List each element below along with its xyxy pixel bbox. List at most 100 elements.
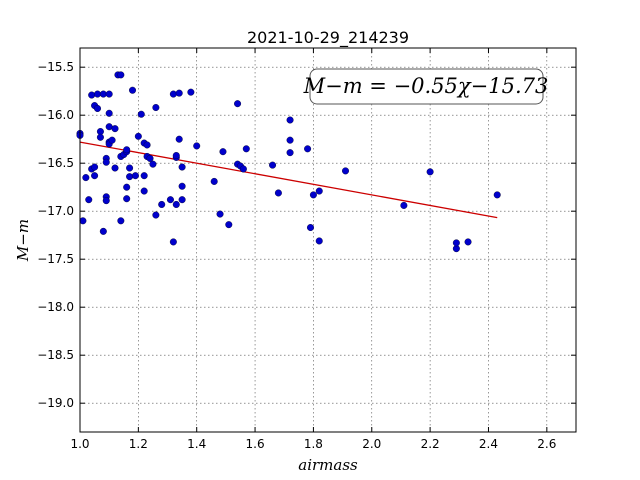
ticks-layer: 1.0 1.2 1.4 1.6 1.8 2.0 2.2 2.4 2.6 −15.5 −16.0 −16…	[37, 48, 576, 451]
data-point	[178, 163, 186, 171]
y-tick-label: −18.5	[37, 348, 74, 362]
data-point	[126, 173, 134, 181]
x-tick-label: 2.4	[479, 437, 498, 451]
x-axis-label: airmass	[298, 456, 358, 474]
data-point	[105, 109, 113, 117]
x-tick-label: 1.6	[246, 437, 265, 451]
data-point	[126, 164, 134, 172]
x-tick-label: 2.2	[421, 437, 440, 451]
data-point	[140, 172, 148, 180]
data-point	[123, 195, 131, 203]
x-tick-label: 1.0	[70, 437, 89, 451]
data-point	[99, 227, 107, 235]
data-point	[129, 86, 137, 94]
data-point	[286, 149, 294, 157]
data-point	[286, 136, 294, 144]
data-point	[146, 154, 154, 162]
data-point	[117, 71, 125, 79]
data-point	[123, 146, 131, 154]
annotation-box: M−m = −0.55χ−15.73	[303, 68, 549, 105]
data-point	[94, 104, 102, 112]
data-point	[306, 224, 314, 232]
x-tick-label: 2.6	[537, 437, 556, 451]
data-point	[96, 133, 104, 141]
chart-title: 2021-10-29_214239	[247, 28, 409, 48]
data-point	[286, 116, 294, 124]
data-point	[175, 135, 183, 143]
data-point	[85, 196, 93, 204]
data-point	[400, 201, 408, 209]
data-point	[105, 123, 113, 131]
data-point	[143, 141, 151, 149]
data-point	[426, 168, 434, 176]
data-point	[172, 152, 180, 160]
data-point	[216, 210, 224, 218]
data-point	[140, 187, 148, 195]
data-point	[175, 89, 183, 97]
y-tick-label: −15.5	[37, 60, 74, 74]
data-point	[269, 161, 277, 169]
data-point	[134, 132, 142, 140]
y-tick-label: −19.0	[37, 396, 74, 410]
data-point	[117, 217, 125, 225]
data-point	[304, 145, 312, 153]
data-point	[105, 90, 113, 98]
data-point	[79, 217, 87, 225]
data-point	[464, 238, 472, 246]
x-tick-label: 1.8	[304, 437, 323, 451]
y-axis-label: M−m	[14, 219, 32, 262]
data-point	[94, 90, 102, 98]
data-point	[452, 239, 460, 247]
data-point	[178, 182, 186, 190]
data-point	[193, 142, 201, 150]
data-point	[187, 88, 195, 96]
data-point	[493, 191, 501, 199]
data-point	[123, 183, 131, 191]
data-point	[131, 172, 139, 180]
data-point	[172, 200, 180, 208]
grid-lines	[79, 48, 576, 432]
data-point	[111, 164, 119, 172]
data-point	[274, 189, 282, 197]
data-point	[149, 160, 157, 168]
data-point	[342, 167, 350, 175]
points-layer	[76, 71, 501, 253]
annotation-text: M−m = −0.55χ−15.73	[303, 74, 549, 98]
y-tick-label: −16.5	[37, 156, 74, 170]
data-point	[137, 110, 145, 118]
data-point	[219, 148, 227, 156]
data-point	[309, 191, 317, 199]
data-point	[234, 100, 242, 108]
data-point	[210, 177, 218, 185]
data-point	[91, 163, 99, 171]
plot-frame	[79, 47, 577, 433]
y-tick-label: −17.0	[37, 204, 74, 218]
data-point	[315, 237, 323, 245]
data-point	[315, 187, 323, 195]
data-point	[91, 172, 99, 180]
data-point	[88, 91, 96, 99]
x-tick-label: 1.2	[129, 437, 148, 451]
x-tick-label: 2.0	[362, 437, 381, 451]
data-point	[108, 136, 116, 144]
data-point	[82, 174, 90, 182]
data-point	[178, 196, 186, 204]
data-point	[102, 158, 110, 166]
data-point	[166, 196, 174, 204]
data-point	[169, 90, 177, 98]
data-point	[242, 145, 250, 153]
data-point	[152, 104, 160, 112]
data-point	[239, 165, 247, 173]
data-point	[111, 125, 119, 133]
data-point	[102, 197, 110, 205]
data-point	[225, 221, 233, 229]
data-point	[158, 200, 166, 208]
y-tick-label: −18.0	[37, 300, 74, 314]
data-point	[152, 211, 160, 219]
y-tick-label: −16.0	[37, 108, 74, 122]
y-tick-label: −17.5	[37, 252, 74, 266]
data-point	[99, 90, 107, 98]
x-tick-label: 1.4	[187, 437, 206, 451]
data-point	[169, 238, 177, 246]
